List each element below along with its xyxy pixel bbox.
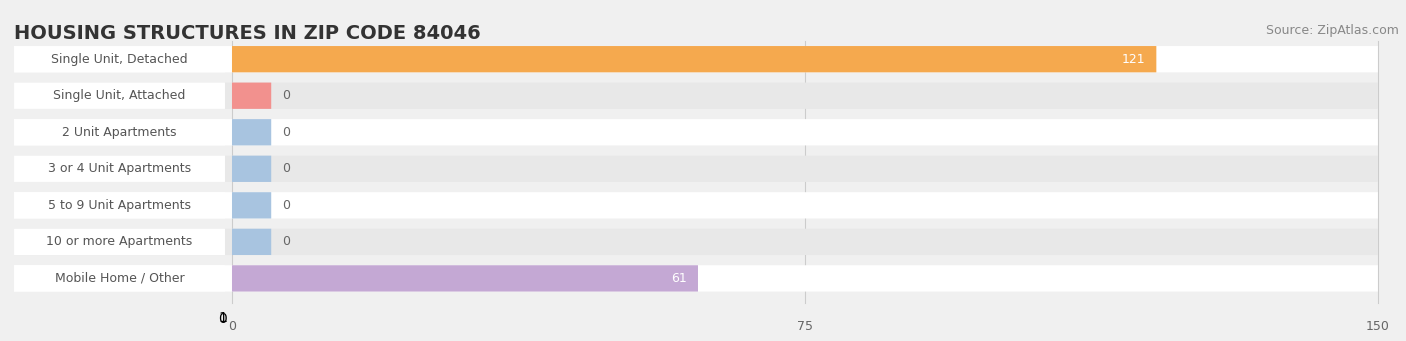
Text: 61: 61: [671, 272, 686, 285]
Text: 0: 0: [283, 126, 291, 139]
Text: Source: ZipAtlas.com: Source: ZipAtlas.com: [1265, 24, 1399, 37]
Text: 3 or 4 Unit Apartments: 3 or 4 Unit Apartments: [48, 162, 191, 175]
Text: 0: 0: [283, 199, 291, 212]
Text: 10 or more Apartments: 10 or more Apartments: [46, 235, 193, 248]
Text: 5 to 9 Unit Apartments: 5 to 9 Unit Apartments: [48, 199, 191, 212]
Text: 121: 121: [1122, 53, 1144, 66]
Text: Single Unit, Attached: Single Unit, Attached: [53, 89, 186, 102]
Text: HOUSING STRUCTURES IN ZIP CODE 84046: HOUSING STRUCTURES IN ZIP CODE 84046: [14, 24, 481, 43]
Text: Mobile Home / Other: Mobile Home / Other: [55, 272, 184, 285]
Text: 0: 0: [283, 89, 291, 102]
Text: Single Unit, Detached: Single Unit, Detached: [51, 53, 188, 66]
Text: 2 Unit Apartments: 2 Unit Apartments: [62, 126, 177, 139]
Text: 0: 0: [283, 162, 291, 175]
Text: 0: 0: [283, 235, 291, 248]
